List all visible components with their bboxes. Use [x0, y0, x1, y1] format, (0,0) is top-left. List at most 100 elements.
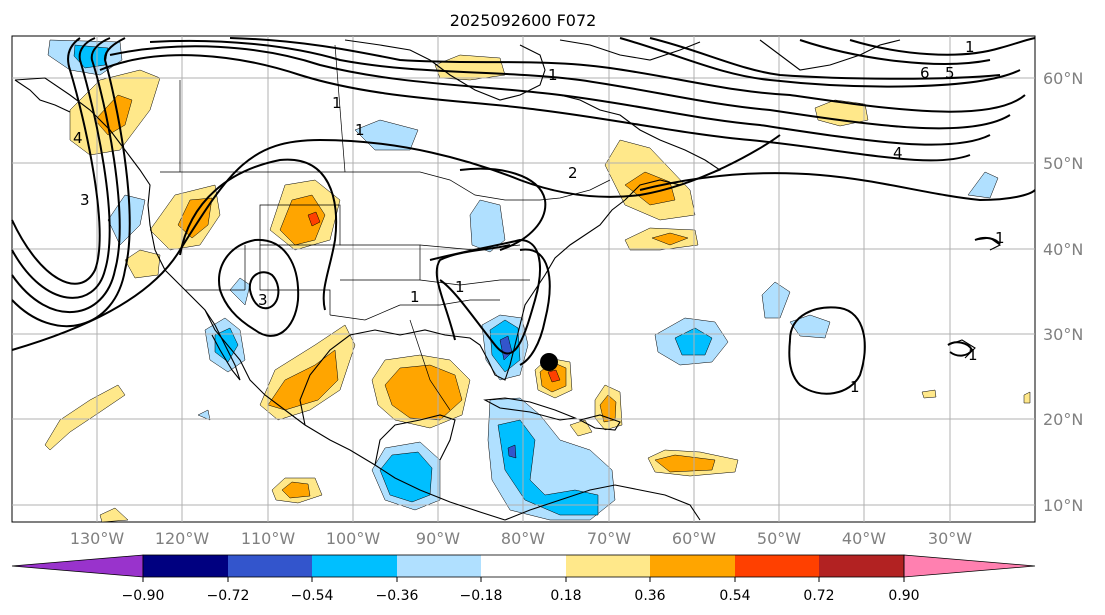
lon-label: 120°W	[155, 529, 210, 548]
contour-label: 1	[995, 229, 1005, 247]
coastlines	[14, 39, 1002, 521]
contour-label: 1	[410, 288, 420, 306]
lon-label: 80°W	[501, 529, 545, 548]
lon-label: 50°W	[757, 529, 801, 548]
contour-label: 3	[258, 291, 268, 309]
height-contours	[11, 37, 1036, 395]
field-yellow-southwest	[99, 507, 129, 523]
colorbar-segment	[312, 555, 397, 577]
field-red-bahamas	[547, 369, 561, 383]
contour-line	[435, 244, 511, 341]
field-orange-south-pacific	[281, 481, 311, 499]
contour-line	[459, 167, 547, 251]
contour-line	[11, 37, 111, 299]
lon-label: 100°W	[326, 529, 381, 548]
contour-line	[619, 37, 1021, 88]
field-blue-pacific	[107, 194, 146, 246]
contour-line	[11, 37, 121, 313]
contour-label: 1	[455, 278, 465, 296]
field-yellow-calif	[124, 249, 161, 279]
contour-line	[99, 54, 971, 162]
field-orange-antilles	[654, 454, 716, 473]
contour-line	[11, 134, 781, 351]
colorbar-segment-low-extend	[11, 554, 144, 578]
colorbar-tick-label: −0.36	[376, 588, 419, 604]
lon-label: 90°W	[416, 529, 460, 548]
lat-label: 60°N	[1043, 69, 1083, 88]
lon-label: 40°W	[842, 529, 886, 548]
contour-line	[639, 172, 1036, 202]
political-borders	[160, 44, 611, 411]
contour-label: 1	[965, 38, 975, 56]
colorbar-tick-label: −0.90	[122, 588, 165, 604]
colorbar-segment	[143, 555, 228, 577]
colorbar-tick-label: 0.72	[803, 588, 834, 604]
map-title: 2025092600 F072	[450, 11, 597, 30]
contour-line	[519, 248, 551, 366]
lon-label: 60°W	[672, 529, 716, 548]
contour-label: 4	[73, 129, 83, 147]
field-yellow-small-far-east	[1023, 391, 1031, 404]
field-orange-gulf	[384, 364, 463, 421]
colorbar-segment	[481, 555, 566, 577]
contour-line	[179, 158, 338, 311]
field-darkblue-caribbean	[507, 444, 517, 459]
contour-line	[218, 238, 300, 337]
contour-line	[947, 341, 974, 357]
field-red-rockies	[307, 211, 321, 227]
contour-line	[11, 37, 101, 285]
contour-label: 1	[850, 378, 860, 396]
colorbar-segment	[819, 555, 904, 577]
contour-label: 1	[548, 66, 558, 84]
contour-label-group: 1 6 5 1 4 2 3 3 1 1 1 1 1 1 4 1	[73, 38, 1005, 396]
colorbar-segment-high-extend	[903, 554, 1036, 578]
colorbar-tick-label: −0.18	[460, 588, 503, 604]
contour-label: 3	[80, 191, 90, 209]
longitude-labels: 130°W 120°W 110°W 100°W 90°W 80°W 70°W 6…	[70, 529, 972, 548]
lon-label: 30°W	[928, 529, 972, 548]
colorbar-frame	[142, 554, 905, 578]
contour-label: 1	[355, 121, 365, 139]
colorbar-tick-label: 0.36	[634, 588, 665, 604]
field-yellow-east-pacific	[44, 384, 126, 451]
colorbar: −0.90 −0.72 −0.54 −0.36 −0.18 0.18 0.36 …	[11, 554, 1036, 604]
colorbar-ticks	[142, 577, 905, 582]
lat-label: 40°N	[1043, 240, 1083, 259]
colorbar-segment	[650, 555, 735, 577]
colorbar-segment	[735, 555, 819, 577]
storm-center-marker	[540, 353, 558, 371]
contour-label: 5	[945, 64, 955, 82]
contour-line	[229, 37, 1026, 113]
colorbar-tick-label: 0.18	[550, 588, 581, 604]
lat-label: 30°N	[1043, 325, 1083, 344]
colorbar-tick-label: 0.54	[719, 588, 750, 604]
contour-label: 1	[968, 346, 978, 364]
contour-line	[248, 271, 280, 310]
colorbar-tick-label: 0.90	[888, 588, 919, 604]
contour-line	[788, 306, 866, 395]
colorbar-tick-label: −0.54	[291, 588, 334, 604]
lon-label: 110°W	[241, 529, 296, 548]
contour-line	[11, 37, 131, 327]
contour-line	[849, 37, 1036, 56]
colorbar-segment	[566, 555, 650, 577]
contour-line	[649, 37, 1001, 80]
contour-label: 1	[332, 94, 342, 112]
colorbar-segment	[228, 555, 312, 577]
contour-line	[149, 39, 1011, 130]
field-orange-mexico	[267, 349, 339, 411]
field-blue-lakes	[469, 199, 506, 253]
contour-line	[799, 39, 991, 65]
contour-line	[974, 236, 1001, 245]
lon-label: 70°W	[587, 529, 631, 548]
lon-label: 130°W	[70, 529, 125, 548]
colorbar-tick-label: −0.72	[207, 588, 250, 604]
latitude-labels: 60°N 50°N 40°N 30°N 20°N 10°N	[1043, 69, 1083, 515]
field-blue-mid-atlantic	[761, 281, 791, 319]
field-blue-east-atlantic	[967, 171, 999, 199]
field-orange-gulfstream	[651, 232, 689, 246]
lat-label: 10°N	[1043, 496, 1083, 515]
lat-label: 20°N	[1043, 410, 1083, 429]
field-yellow-small-east	[921, 389, 937, 399]
